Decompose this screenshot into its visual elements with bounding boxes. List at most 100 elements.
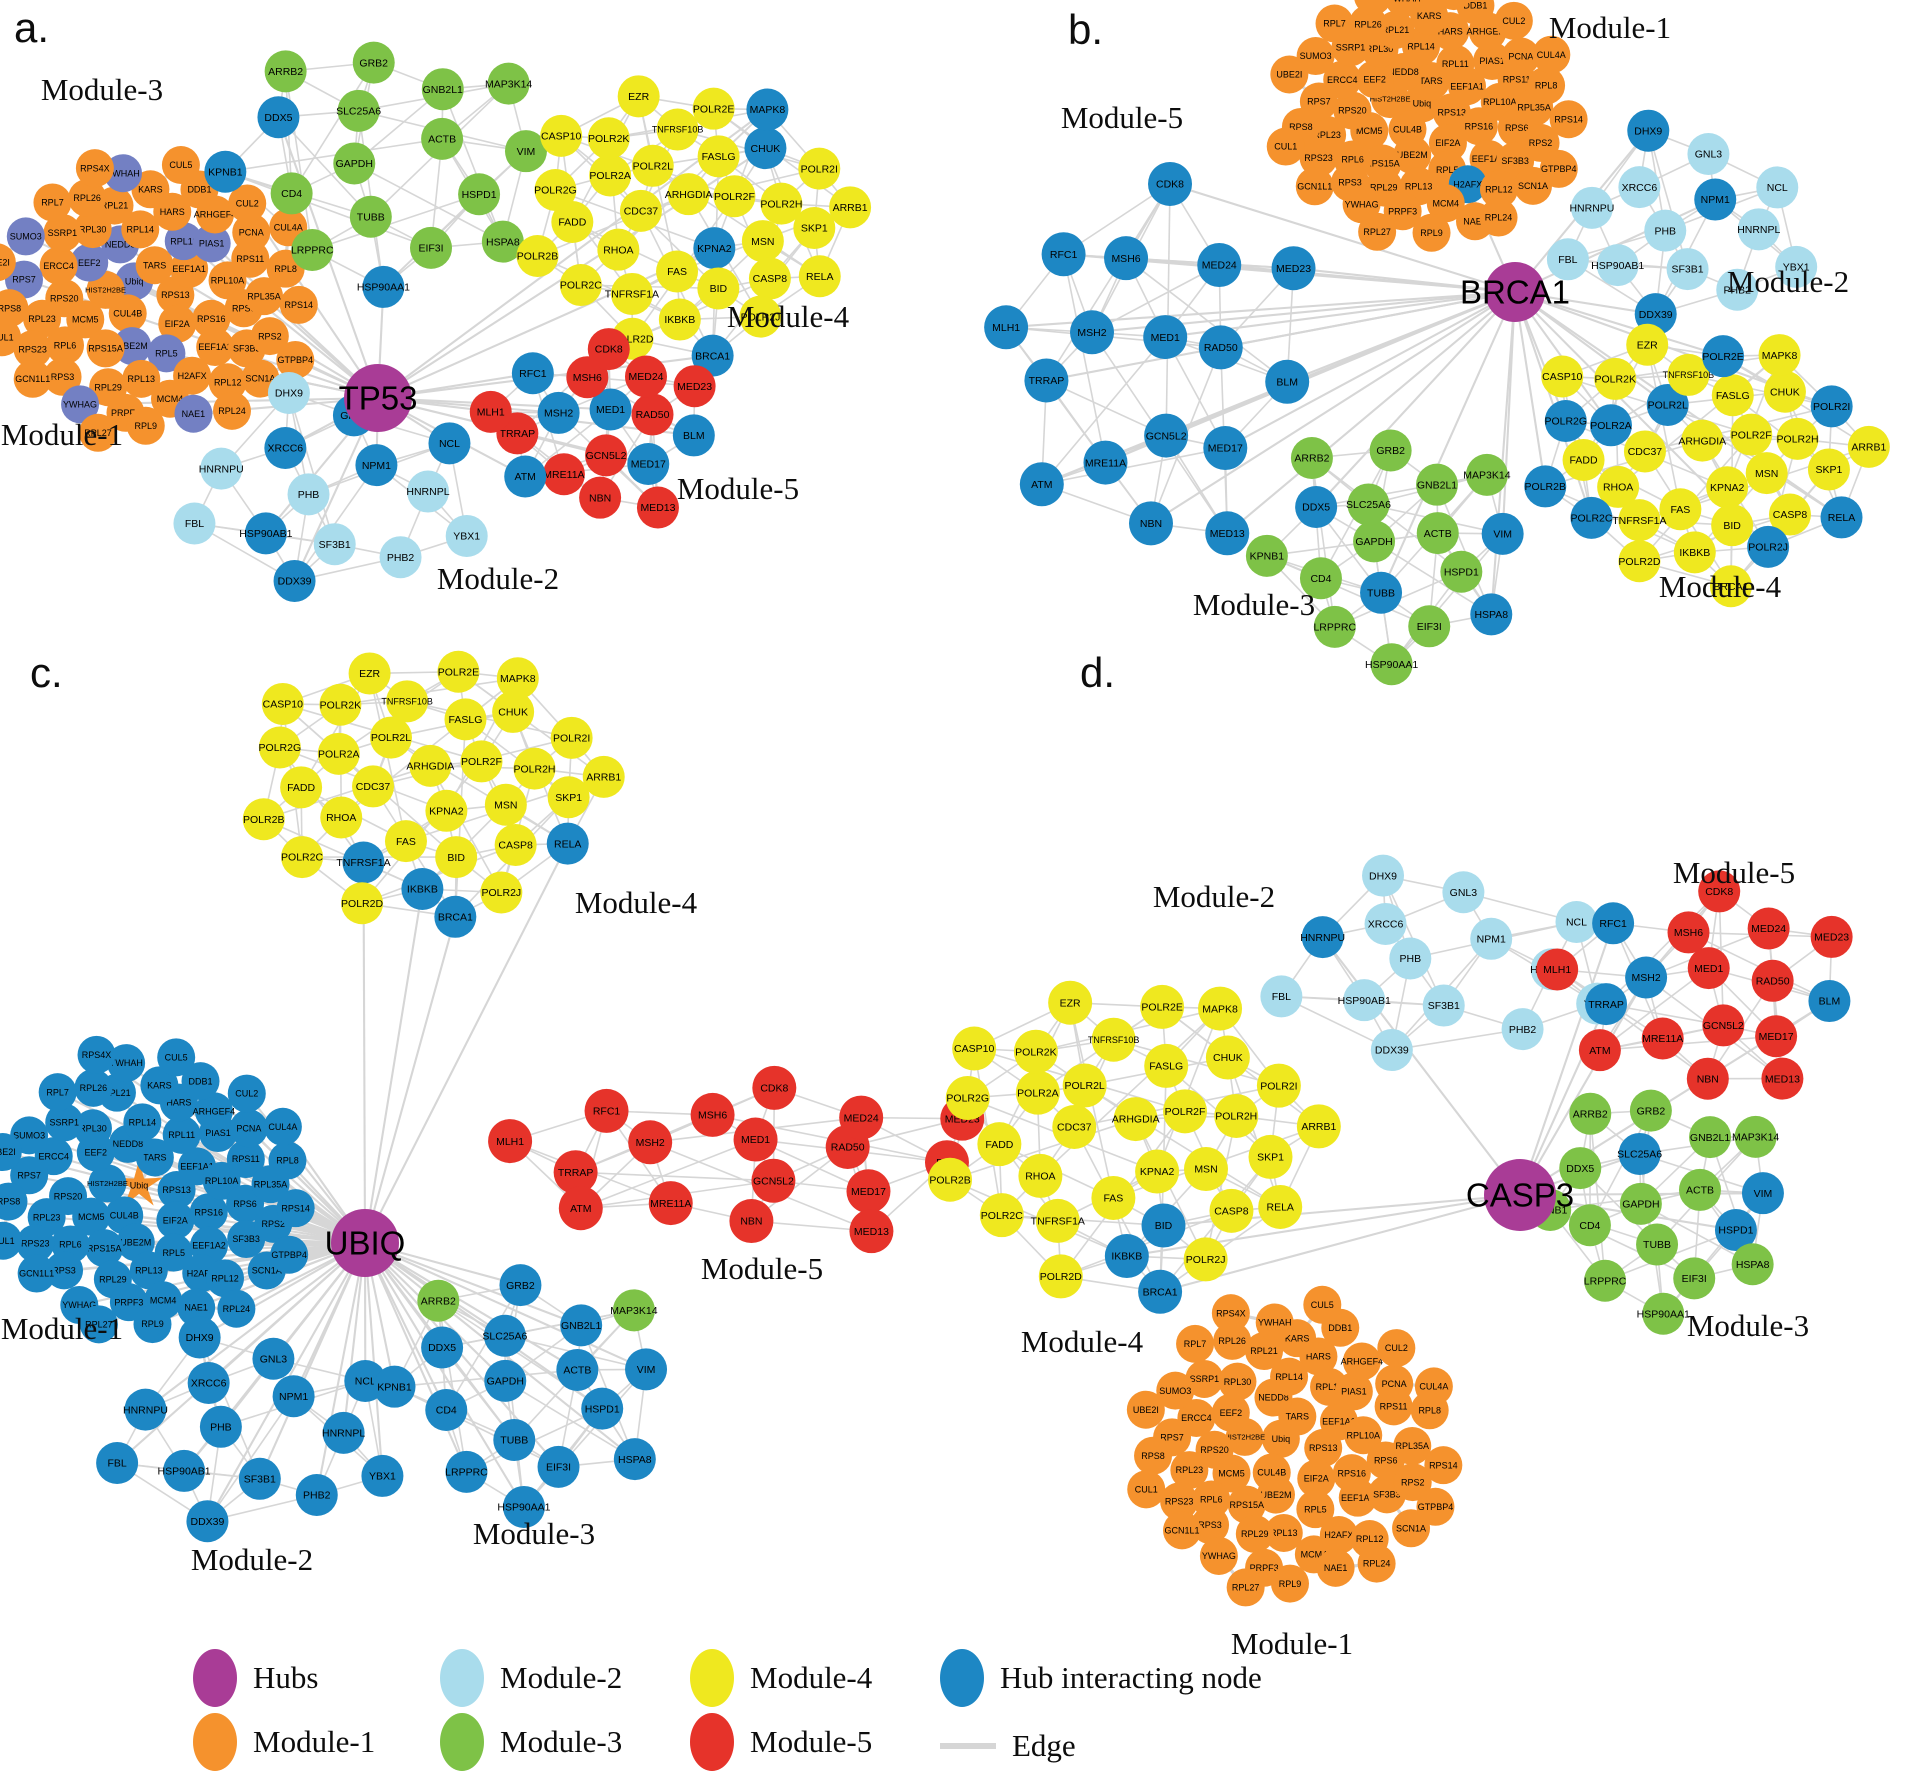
node-label-CUL4A: CUL4A xyxy=(268,1122,297,1132)
node-label-GAPDH: GAPDH xyxy=(1622,1199,1659,1211)
node-BID xyxy=(1711,504,1754,547)
node-label-SSRP1: SSRP1 xyxy=(49,1118,79,1128)
node-MED1 xyxy=(589,388,632,431)
node-GNL3 xyxy=(1687,132,1730,175)
node-label-EEF1A1: EEF1A1 xyxy=(172,264,206,274)
node-CUL2 xyxy=(1377,1329,1416,1368)
node-RPS14 xyxy=(1549,100,1588,139)
node-label-CUL5: CUL5 xyxy=(169,160,192,170)
node-label-GCN5L2: GCN5L2 xyxy=(1146,430,1187,442)
node-label-RPS8: RPS8 xyxy=(1141,1451,1165,1461)
node-label-EEF2: EEF2 xyxy=(1220,1408,1243,1418)
node-label-RPL8: RPL8 xyxy=(1535,81,1558,91)
node-label-FADD: FADD xyxy=(1570,455,1598,467)
node-label-FBL: FBL xyxy=(1558,254,1577,266)
node-label-YWHAH: YWHAH xyxy=(1258,1318,1292,1328)
node-label-NCL: NCL xyxy=(355,1376,376,1388)
node-label-TUBB: TUBB xyxy=(1367,587,1395,599)
hub-edge xyxy=(1514,290,1724,358)
node-label-HNRNPU: HNRNPU xyxy=(1300,932,1345,944)
node-RPS3 xyxy=(1191,1506,1230,1545)
node-SSRP1 xyxy=(43,213,82,252)
node-label-CUL1: CUL1 xyxy=(1135,1484,1158,1494)
node-label-FAS: FAS xyxy=(396,836,416,848)
edge xyxy=(406,700,572,739)
node-label-EZR: EZR xyxy=(628,91,649,103)
node-label-RPL24: RPL24 xyxy=(1485,213,1513,223)
node-label-RPS11: RPS11 xyxy=(236,254,264,264)
node-label-RPL21: RPL21 xyxy=(101,201,129,211)
node-MSN xyxy=(1745,452,1788,495)
module-label: Module-5 xyxy=(1673,855,1795,890)
node-label-CUL1: CUL1 xyxy=(1274,142,1297,152)
node-label-CUL4B: CUL4B xyxy=(1257,1468,1286,1478)
node-YWHAG xyxy=(1342,185,1381,224)
edge xyxy=(290,62,375,194)
node-label-RPL14: RPL14 xyxy=(129,1118,157,1128)
node-label-DDX5: DDX5 xyxy=(264,112,292,124)
hub-edge xyxy=(1046,290,1516,382)
edge xyxy=(1688,374,1832,408)
node-label-YBX1: YBX1 xyxy=(369,1471,396,1483)
node-label-IKBKB: IKBKB xyxy=(407,884,438,896)
node-label-HSPD1: HSPD1 xyxy=(585,1403,620,1415)
node-label-RPS6: RPS6 xyxy=(1505,123,1529,133)
node-label-POLR2L: POLR2L xyxy=(1648,400,1688,412)
node-RPL9 xyxy=(1270,1564,1309,1603)
node-MSH6 xyxy=(690,1092,735,1137)
node-RHOA xyxy=(320,796,363,839)
node-CHUK xyxy=(1205,1035,1250,1080)
node-label-SSRP1: SSRP1 xyxy=(1190,1374,1220,1384)
node-HSP90AB1 xyxy=(1343,979,1386,1022)
node-MAPK8 xyxy=(746,88,789,131)
node-EEF1A2 xyxy=(196,328,235,367)
node-GCN5L2 xyxy=(1702,1004,1745,1047)
node-POLR2E xyxy=(1140,984,1185,1029)
node-label-MCM5: MCM5 xyxy=(1356,126,1383,136)
node-YWHAH xyxy=(107,1044,146,1083)
node-MRE11A xyxy=(542,453,585,496)
node-label-TUBB: TUBB xyxy=(357,211,385,223)
node-label-SLC25A6: SLC25A6 xyxy=(336,105,381,117)
node-label-MCM5: MCM5 xyxy=(78,1212,105,1222)
nodes-layer: Ubiq RPS13 CUL4B TARS EIF2A HIST2H2BE EEF1A1 UB… xyxy=(0,0,1890,1607)
node-label-ARHGEF4: ARHGEF4 xyxy=(194,210,237,220)
node-BRCA1 xyxy=(1138,1269,1183,1314)
node-label-RPS4X: RPS4X xyxy=(80,163,110,173)
node-label-H2AFX: H2AFX xyxy=(178,371,207,381)
node-label-SCN1A: SCN1A xyxy=(1396,1523,1426,1533)
node-UBE2M xyxy=(1256,1475,1295,1514)
node-GTPBP4 xyxy=(1539,149,1578,188)
node-RPL7 xyxy=(38,1073,77,1112)
node-LRPPRC xyxy=(445,1450,488,1493)
node-label-HSP90AB1: HSP90AB1 xyxy=(1338,995,1391,1007)
node-label-KARS: KARS xyxy=(1417,11,1442,21)
edge xyxy=(1311,457,1336,627)
node-label-RPL10A: RPL10A xyxy=(1346,1430,1380,1440)
node-label-RPL13: RPL13 xyxy=(1270,1528,1298,1538)
node-GNB2L1 xyxy=(421,68,464,111)
node-label-POLR2C: POLR2C xyxy=(981,1210,1023,1222)
module-label: Module-1 xyxy=(1,417,123,452)
node-label-RPL21: RPL21 xyxy=(1250,1346,1278,1356)
node-label-POLR2H: POLR2H xyxy=(760,198,802,210)
node-POLR2C xyxy=(1570,496,1613,539)
node-label-EIF3I: EIF3I xyxy=(1417,621,1442,633)
node-label-DDB1: DDB1 xyxy=(187,185,211,195)
node-SLC25A6 xyxy=(483,1314,526,1357)
node-label-RPS13: RPS13 xyxy=(1438,107,1467,117)
node-RPS8 xyxy=(0,289,29,328)
node-MED23 xyxy=(1810,915,1853,958)
node-label-HSPD1: HSPD1 xyxy=(1718,1225,1753,1237)
node-label-GAPDH: GAPDH xyxy=(1355,536,1392,548)
node-CUL5 xyxy=(157,1038,196,1077)
node-RPL21 xyxy=(1245,1332,1284,1371)
node-label-RPS15A: RPS15A xyxy=(87,1243,122,1253)
node-CD4 xyxy=(425,1388,468,1431)
node-label-YWHAG: YWHAG xyxy=(63,400,97,410)
node-label-MSN: MSN xyxy=(494,799,517,811)
node-CASP8 xyxy=(1209,1188,1254,1233)
node-label-RPS2: RPS2 xyxy=(258,331,282,341)
node-label-POLR2C: POLR2C xyxy=(1570,513,1612,525)
node-CHUK xyxy=(1763,370,1806,413)
